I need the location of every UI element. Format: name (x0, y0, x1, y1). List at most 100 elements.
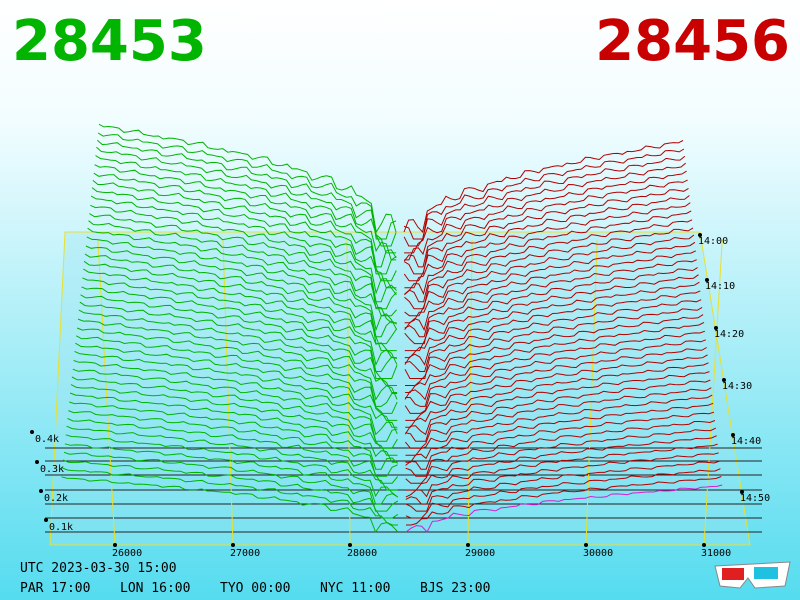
price-tick (113, 543, 117, 547)
ask-depth (404, 347, 707, 414)
zone-time: BJS 23:00 (420, 581, 490, 596)
bid-depth (80, 294, 398, 379)
ask-depth (403, 148, 685, 240)
bid-depth (69, 401, 398, 470)
time-label: 14:30 (722, 381, 752, 392)
price-tick (702, 543, 706, 547)
ask-depth (405, 387, 712, 449)
ask-depth (404, 210, 692, 296)
bid-depth (61, 476, 399, 534)
bid-depth (72, 368, 398, 442)
bid-depth (62, 459, 399, 519)
time-label: 14:50 (740, 493, 770, 504)
ask-depth (405, 460, 720, 512)
bid-depth (89, 213, 397, 310)
time-tick (705, 278, 709, 282)
bid-depth (74, 350, 398, 428)
ask-depth (405, 435, 717, 491)
price-tick (466, 543, 470, 547)
ask-depth (404, 162, 687, 254)
bid-depth (88, 220, 397, 317)
bid-depth (62, 467, 398, 526)
ask-depth (405, 468, 721, 519)
time-tick (740, 490, 744, 494)
depth-label: 0.1k (49, 522, 73, 533)
ask-depth (405, 427, 717, 484)
depth-tick (35, 460, 39, 464)
depth-label: 0.2k (44, 493, 68, 504)
ask-depth (405, 402, 714, 463)
ask-depth (405, 314, 704, 386)
ask-depth (404, 290, 701, 366)
bid-depth (93, 172, 397, 275)
time-label: 14:10 (705, 281, 735, 292)
bid-depth (68, 410, 398, 477)
floor (49, 231, 751, 546)
ask-depth (404, 250, 697, 332)
bid-depth (97, 132, 397, 240)
bid-depth (86, 236, 398, 332)
bid-depth (69, 392, 398, 463)
price-tick (231, 543, 235, 547)
bid-depth (65, 434, 399, 498)
bid-depth (83, 268, 397, 359)
zone-time: PAR 17:00 (20, 581, 90, 596)
ask-depth (403, 179, 688, 268)
ask-depth (405, 379, 711, 442)
bid-depth (70, 384, 398, 456)
ask-depth (404, 202, 691, 289)
zone-time: LON 16:00 (120, 581, 190, 596)
ask-depth (404, 241, 696, 324)
ask-depth (405, 339, 706, 407)
ask-price: 28456 (595, 9, 790, 74)
time-label: 14:00 (698, 236, 728, 247)
ask-depth (404, 371, 710, 436)
price-tick (348, 543, 352, 547)
ask-depth (403, 195, 690, 282)
bid-depth (95, 155, 397, 261)
bid-depth (94, 164, 397, 268)
price-label: 28000 (347, 548, 377, 559)
price-grid (703, 239, 723, 546)
glasses-icon (714, 561, 791, 589)
bid-depth (73, 360, 398, 436)
ask-depth (404, 187, 689, 275)
ask-depth (405, 443, 718, 498)
bid-depth (90, 204, 397, 303)
ask-depth (404, 330, 706, 401)
axis-labels: 26000 27000 28000 29000 30000 31000 0.4k 0.3k 0.… (20, 233, 770, 596)
bid-depth (96, 146, 397, 254)
utc-time: UTC 2023-03-30 15:00 (20, 561, 177, 576)
bid-depth (98, 123, 397, 234)
ask-depth (403, 155, 686, 247)
time-label: 14:20 (714, 329, 744, 340)
bid-depth (64, 443, 399, 505)
price-label: 27000 (230, 548, 260, 559)
ask-depth (405, 411, 715, 470)
ask-depth (405, 362, 709, 428)
bid-depth (96, 139, 397, 247)
bid-depth (90, 195, 397, 296)
ask-depth (404, 259, 697, 338)
ask-depth (406, 476, 722, 526)
ask-depth (404, 234, 695, 317)
ask-depth (405, 484, 723, 533)
ask-depth (404, 267, 698, 345)
price-grid (346, 239, 351, 546)
bid-depth (71, 376, 398, 449)
ask-depth (405, 420, 716, 477)
bid-depth (78, 309, 398, 393)
ask-depth (403, 140, 684, 234)
price-grid (222, 239, 234, 546)
time-tick (714, 326, 718, 330)
bid-depth (76, 327, 398, 407)
ask-depth (405, 321, 705, 393)
time-tick (698, 233, 702, 237)
depth-tick (44, 518, 48, 522)
time-tick (722, 378, 726, 382)
bid-depth (79, 301, 397, 386)
depth-label: 0.3k (40, 464, 64, 475)
zone-time: NYC 11:00 (320, 581, 390, 596)
ask-depth (405, 394, 713, 456)
